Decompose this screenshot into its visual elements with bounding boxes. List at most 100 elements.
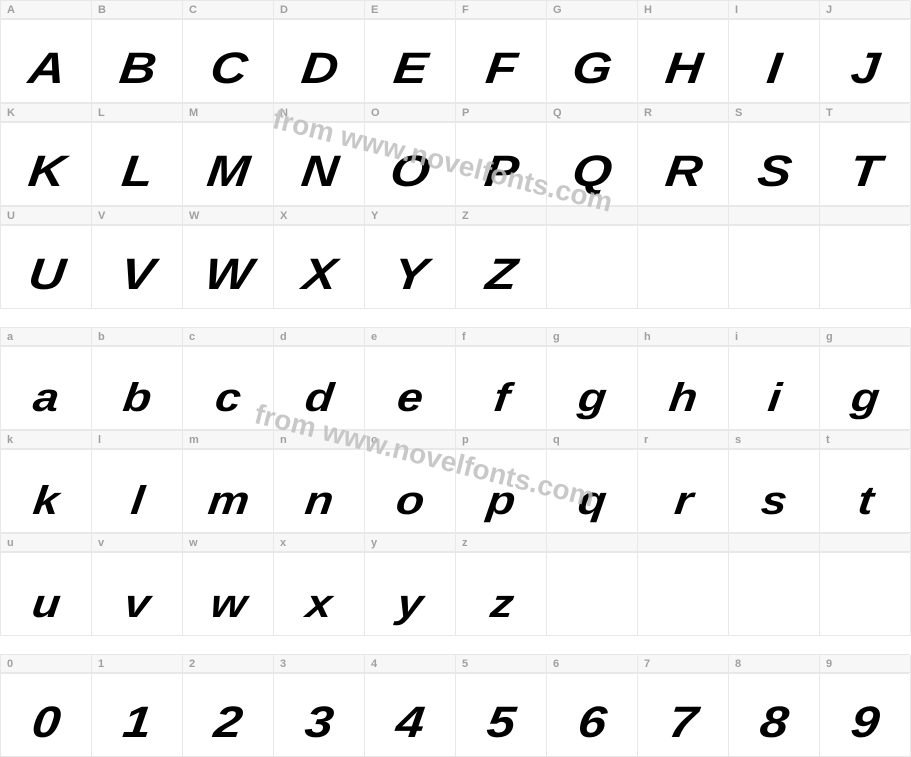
label-cell: l (92, 431, 183, 449)
glyph-lower: i (765, 376, 782, 421)
label-cell: y (365, 534, 456, 552)
label-cell: T (820, 104, 911, 122)
label-cell: g (820, 328, 911, 346)
label-row-2: K L M N O P Q R S T (0, 103, 910, 122)
label-cell: F (456, 1, 547, 19)
glyph-cell: e (365, 347, 456, 430)
glyph-cell: 3 (274, 674, 365, 757)
glyph-cell: c (183, 347, 274, 430)
label-row-1: A B C D E F G H I J (0, 0, 910, 19)
glyph-upper: C (207, 44, 248, 94)
glyph-cell: w (183, 553, 274, 636)
glyph-cell: J (820, 20, 911, 103)
label-cell: a (1, 328, 92, 346)
label-cell: M (183, 104, 274, 122)
label-row-7: 0 1 2 3 4 5 6 7 8 9 (0, 654, 910, 673)
glyph-digit: 4 (393, 698, 426, 748)
glyph-cell: B (92, 20, 183, 103)
glyph-cell: l (92, 450, 183, 533)
glyph-cell: E (365, 20, 456, 103)
label-cell: N (274, 104, 365, 122)
glyph-lower: u (30, 582, 62, 627)
label-cell: w (183, 534, 274, 552)
label-cell: n (274, 431, 365, 449)
label-cell: V (92, 207, 183, 225)
glyph-upper: Y (391, 250, 430, 300)
label-cell: I (729, 1, 820, 19)
label-cell: i (729, 328, 820, 346)
glyph-cell: u (1, 553, 92, 636)
label-cell: m (183, 431, 274, 449)
glyph-cell: m (183, 450, 274, 533)
glyph-cell: a (1, 347, 92, 430)
glyph-upper: X (300, 250, 339, 300)
glyph-digit: 5 (484, 698, 517, 748)
label-cell: A (1, 1, 92, 19)
glyph-digit: 1 (120, 698, 153, 748)
label-cell: S (729, 104, 820, 122)
glyph-cell: y (365, 553, 456, 636)
label-cell: E (365, 1, 456, 19)
label-cell: z (456, 534, 547, 552)
label-cell: x (274, 534, 365, 552)
glyph-lower: o (394, 479, 426, 524)
glyph-cell: s (729, 450, 820, 533)
glyph-cell: t (820, 450, 911, 533)
label-cell: 1 (92, 655, 183, 673)
glyph-cell: K (1, 123, 92, 206)
label-cell: 5 (456, 655, 547, 673)
glyph-row-1: A B C D E F G H I J (0, 19, 910, 103)
glyph-upper: E (391, 44, 430, 94)
label-cell: U (1, 207, 92, 225)
glyph-lower: l (128, 479, 145, 524)
label-cell: H (638, 1, 729, 19)
glyph-row-5: k l m n o p q r s t (0, 449, 910, 533)
glyph-lower: a (31, 376, 61, 421)
label-cell: Y (365, 207, 456, 225)
label-cell (547, 207, 638, 225)
glyph-row-6: u v w x y z (0, 552, 910, 636)
glyph-lower: r (672, 479, 694, 524)
glyph-cell: r (638, 450, 729, 533)
glyph-upper: U (25, 250, 66, 300)
glyph-lower: g (576, 376, 608, 421)
glyph-lower: g (849, 376, 881, 421)
glyph-cell (638, 226, 729, 309)
glyph-lower: b (121, 376, 153, 421)
label-cell: Z (456, 207, 547, 225)
glyph-upper: L (119, 147, 155, 197)
glyph-cell: L (92, 123, 183, 206)
label-row-4: a b c d e f g h i g (0, 327, 910, 346)
glyph-cell: A (1, 20, 92, 103)
glyph-row-3: U V W X Y Z (0, 225, 910, 309)
label-cell: K (1, 104, 92, 122)
label-cell (729, 207, 820, 225)
label-row-6: u v w x y z (0, 533, 910, 552)
section-spacer (0, 636, 911, 654)
glyph-lower: h (667, 376, 699, 421)
glyph-cell (820, 226, 911, 309)
label-cell (638, 534, 729, 552)
label-row-5: k l m n o p q r s t (0, 430, 910, 449)
glyph-lower: q (576, 479, 608, 524)
label-cell: 9 (820, 655, 911, 673)
glyph-upper: J (848, 44, 881, 94)
label-cell: Q (547, 104, 638, 122)
label-cell: o (365, 431, 456, 449)
glyph-cell (638, 553, 729, 636)
glyph-cell: b (92, 347, 183, 430)
label-cell: G (547, 1, 638, 19)
label-cell: d (274, 328, 365, 346)
label-cell: f (456, 328, 547, 346)
glyph-digit: 3 (302, 698, 335, 748)
label-cell: e (365, 328, 456, 346)
glyph-upper: Z (483, 250, 519, 300)
label-cell: b (92, 328, 183, 346)
glyph-upper: A (25, 44, 66, 94)
glyph-lower: w (208, 582, 248, 627)
label-cell (729, 534, 820, 552)
glyph-cell (547, 226, 638, 309)
glyph-upper: B (116, 44, 157, 94)
glyph-cell: i (729, 347, 820, 430)
glyph-cell: h (638, 347, 729, 430)
